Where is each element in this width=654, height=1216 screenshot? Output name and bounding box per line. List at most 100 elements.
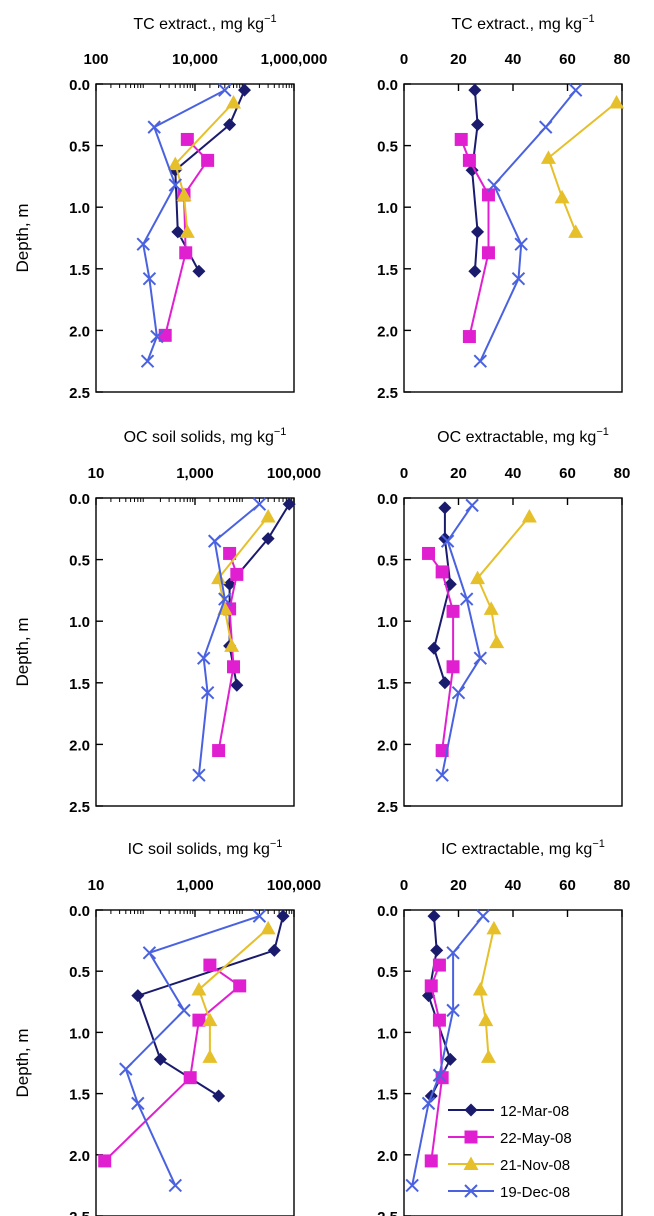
plot-frame <box>95 909 295 1216</box>
data-point <box>131 1096 145 1111</box>
data-point <box>451 685 466 700</box>
series-19-Dec-08 <box>473 83 583 368</box>
data-point <box>202 1012 218 1027</box>
y-tick-label: 2.5 <box>69 1209 90 1216</box>
data-point <box>150 329 164 344</box>
x-tick-label: 20 <box>450 51 467 68</box>
data-point <box>473 354 488 368</box>
series-line <box>479 89 577 362</box>
x-tick-label: 100 <box>83 51 108 68</box>
data-point <box>486 920 502 935</box>
y-tick-label: 0.0 <box>377 491 398 508</box>
x-tick-label: 80 <box>614 51 631 68</box>
y-tick-label: 2.0 <box>377 737 398 754</box>
y-tick-label: 0.0 <box>69 491 90 508</box>
series-19-Dec-08 <box>136 83 232 368</box>
chart-panel-5: IC soil solids, mg kg−1 10 1,000 100,000 0.0… <box>13 838 321 1216</box>
y-tick-label: 0.0 <box>69 903 90 920</box>
chart-title: TC extract., mg kg−1 <box>451 13 594 33</box>
data-point <box>226 94 242 109</box>
legend-marker <box>464 1184 478 1198</box>
y-tick-label: 2.5 <box>377 799 398 816</box>
y-tick-label: 0.0 <box>377 903 398 920</box>
data-point <box>443 1052 457 1066</box>
series-line <box>124 915 260 1186</box>
data-point <box>489 634 505 649</box>
x-tick-label: 100,000 <box>267 465 321 482</box>
data-point <box>168 178 183 192</box>
chart-panel-2: TC extract., mg kg−1 0 20 40 60 80 0.0 0.5 1.0 1.… <box>377 13 630 402</box>
data-point <box>261 532 275 546</box>
series-21-Nov-08 <box>470 508 537 649</box>
x-tick-label: 10 <box>88 877 105 894</box>
x-tick-label: 1,000,000 <box>261 51 328 68</box>
series-line <box>197 503 261 776</box>
data-point <box>424 1154 438 1168</box>
data-point <box>179 246 193 260</box>
data-point <box>180 132 194 146</box>
series-line <box>104 964 242 1162</box>
y-axis-label: Depth, m <box>13 618 32 687</box>
x-tick-label: 40 <box>505 51 522 68</box>
data-point <box>202 1049 218 1063</box>
data-point <box>432 1013 446 1027</box>
x-tick-label: 80 <box>614 465 631 482</box>
y-tick-label: 0.5 <box>377 964 398 981</box>
data-point <box>440 534 455 548</box>
data-point <box>192 264 206 278</box>
y-axis-label: Depth, m <box>13 204 32 273</box>
data-point <box>267 943 281 957</box>
data-point <box>424 979 438 993</box>
data-point <box>260 920 276 935</box>
plot-frame <box>95 83 295 393</box>
x-tick-label: 0 <box>400 877 408 894</box>
x-tick-label: 1,000 <box>176 877 214 894</box>
data-point <box>521 508 537 523</box>
data-point <box>167 156 183 171</box>
y-tick-label: 1.5 <box>69 262 90 279</box>
data-point <box>568 224 584 238</box>
chart-title: OC extractable, mg kg−1 <box>437 426 609 446</box>
chart-panel-3: OC soil solids, mg kg−1 10 1,000 100,000 0.0… <box>13 426 321 816</box>
plot-frame <box>403 83 623 393</box>
data-point <box>540 150 556 164</box>
data-point <box>201 153 215 167</box>
data-point <box>476 909 490 923</box>
data-point <box>168 1178 183 1193</box>
data-point <box>233 979 247 993</box>
chart-title: TC extract., mg kg−1 <box>133 13 276 33</box>
data-point <box>153 1052 167 1066</box>
data-point <box>179 224 195 238</box>
data-point <box>421 1096 436 1111</box>
series-19-Dec-08 <box>192 497 267 782</box>
chart-panel-6: IC extractable, mg kg−1 0 20 40 60 80 0.0 0.5 1.… <box>377 838 630 1216</box>
y-tick-label: 0.5 <box>377 553 398 570</box>
chart-title: IC soil solids, mg kg−1 <box>128 838 283 858</box>
data-point <box>483 601 499 615</box>
data-point <box>218 592 232 606</box>
series-12-Mar-08 <box>465 83 485 278</box>
data-point <box>487 178 501 192</box>
data-point <box>238 83 251 97</box>
y-tick-label: 0.5 <box>69 964 90 981</box>
y-tick-label: 2.0 <box>69 323 90 340</box>
y-tick-label: 2.5 <box>69 799 90 816</box>
data-point <box>192 768 206 782</box>
data-point <box>538 120 553 134</box>
y-tick-label: 1.5 <box>377 676 398 693</box>
data-point <box>446 660 460 674</box>
data-point <box>432 1068 447 1082</box>
data-point <box>252 909 267 923</box>
chart-title: IC extractable, mg kg−1 <box>441 838 605 858</box>
data-point <box>282 497 296 511</box>
data-point <box>230 567 244 581</box>
y-tick-label: 0.0 <box>69 77 90 94</box>
x-tick-label: 60 <box>559 51 576 68</box>
x-tick-label: 1,000 <box>176 465 214 482</box>
series-line <box>197 927 269 1057</box>
data-point <box>511 271 526 286</box>
x-tick-label: 60 <box>559 877 576 894</box>
series-21-Nov-08 <box>191 920 276 1063</box>
data-point <box>119 1062 133 1076</box>
